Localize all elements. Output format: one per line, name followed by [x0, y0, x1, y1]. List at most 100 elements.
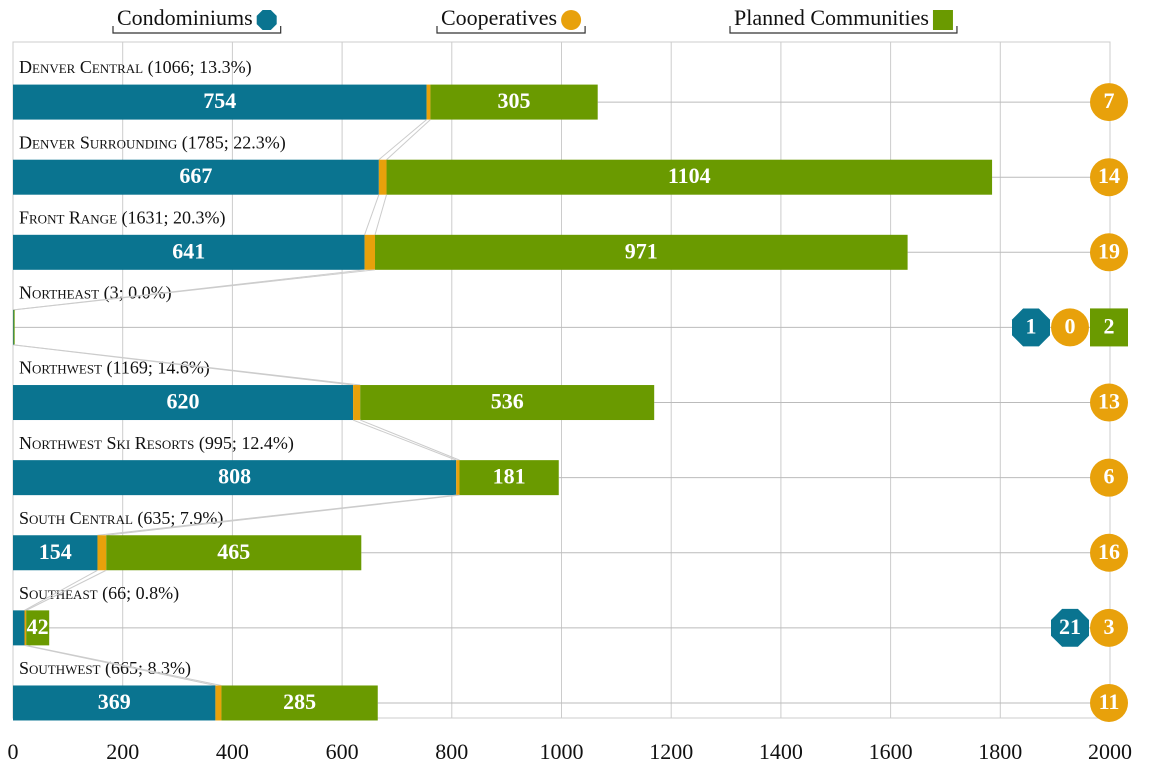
badge-label: 13	[1098, 389, 1120, 414]
value-label: 465	[217, 539, 250, 564]
value-badge	[1090, 383, 1128, 422]
value-label: 154	[39, 539, 72, 564]
value-badge	[1090, 608, 1128, 647]
x-tick-label: 800	[435, 739, 468, 764]
bar-segment	[13, 309, 15, 345]
value-badge	[1090, 308, 1128, 347]
badge-label: 3	[1104, 614, 1115, 639]
bar-segment	[221, 685, 378, 721]
value-badge	[1090, 158, 1128, 197]
bar-segment	[430, 84, 598, 120]
x-tick-label: 1400	[759, 739, 803, 764]
connector	[378, 119, 427, 161]
connector	[13, 269, 376, 311]
bar-segment	[13, 385, 354, 421]
bar-segment	[26, 610, 50, 646]
category-label: Front Range (1631; 20.3%)	[19, 207, 226, 228]
category-label: Northwest Ski Resorts (995; 12.4%)	[19, 433, 294, 454]
value-label: 369	[98, 689, 131, 714]
value-badge	[1090, 683, 1128, 722]
bar-segment	[97, 535, 107, 571]
value-label: 754	[203, 88, 236, 113]
legend-icon	[256, 10, 277, 30]
value-label: 667	[179, 163, 212, 188]
legend-label: Condominiums	[117, 5, 253, 30]
category-label: Northwest (1169; 14.6%)	[19, 358, 210, 379]
badge-label: 14	[1098, 163, 1120, 188]
value-label: 808	[218, 464, 251, 489]
legend-label: Cooperatives	[441, 5, 557, 30]
bar-segment	[13, 460, 457, 496]
bar-segment	[215, 685, 222, 721]
badge-label: 21	[1059, 614, 1081, 639]
connector	[26, 644, 222, 686]
badge-label: 6	[1104, 464, 1115, 489]
legend-label: Planned Communities	[734, 5, 929, 30]
bar-segment	[13, 535, 98, 571]
bar-segment	[378, 159, 387, 195]
bar-segment	[386, 159, 993, 195]
bar-segment	[13, 685, 216, 721]
legend-bracket	[112, 26, 282, 34]
value-badge	[1051, 608, 1089, 647]
legend-bracket	[729, 26, 958, 34]
connector	[386, 119, 431, 161]
bar-segment	[13, 309, 14, 345]
bar-segment	[106, 535, 362, 571]
connector	[13, 344, 361, 386]
connector	[24, 569, 98, 611]
value-label: 42	[27, 614, 49, 639]
category-label: Denver Surrounding (1785; 22.3%)	[19, 132, 286, 153]
x-tick-label: 0	[8, 739, 19, 764]
bar-segment	[13, 159, 379, 195]
connector	[360, 419, 460, 461]
category-label: Denver Central (1066; 13.3%)	[19, 57, 252, 78]
bar-segment	[364, 234, 376, 270]
x-tick-label: 1800	[978, 739, 1022, 764]
x-tick-label: 2000	[1088, 739, 1132, 764]
value-label: 181	[493, 464, 526, 489]
x-tick-label: 400	[216, 739, 249, 764]
value-label: 536	[491, 389, 524, 414]
value-badge	[1051, 308, 1089, 347]
legend-icon	[561, 10, 582, 30]
category-label: Southeast (66; 0.8%)	[19, 583, 179, 604]
x-tick-label: 1200	[649, 739, 693, 764]
connector	[25, 569, 107, 611]
badge-label: 1	[1026, 313, 1037, 338]
badge-label: 19	[1098, 238, 1120, 263]
bar-segment	[459, 460, 559, 496]
bar-segment	[13, 610, 25, 646]
value-label: 305	[498, 88, 531, 113]
value-badge	[1012, 308, 1050, 347]
badge-label: 2	[1104, 313, 1115, 338]
bar-segment	[360, 385, 655, 421]
bar-segment	[353, 385, 361, 421]
value-label: 620	[167, 389, 200, 414]
category-label: Southwest (665; 8.3%)	[19, 658, 191, 679]
bar-segment	[24, 610, 27, 646]
legend-bracket	[436, 26, 586, 34]
bar-segment	[13, 84, 427, 120]
value-label: 285	[283, 689, 316, 714]
value-label: 971	[625, 238, 658, 263]
value-badge	[1090, 458, 1128, 497]
badge-label: 7	[1104, 88, 1115, 113]
x-tick-label: 1600	[869, 739, 913, 764]
legend-icon	[932, 10, 953, 30]
value-label: 641	[172, 238, 205, 263]
badge-label: 11	[1099, 689, 1120, 714]
connector	[106, 494, 460, 536]
badge-label: 16	[1098, 539, 1120, 564]
connector	[364, 194, 380, 235]
bar-segment	[426, 84, 431, 120]
value-badge	[1090, 533, 1128, 572]
category-label: South Central (635; 7.9%)	[19, 508, 223, 529]
x-tick-label: 200	[106, 739, 139, 764]
value-badge	[1090, 83, 1128, 122]
bar-segment	[456, 460, 460, 496]
value-badge	[1090, 233, 1128, 272]
connector	[352, 419, 457, 461]
category-label: Northeast (3; 0.0%)	[19, 283, 172, 304]
